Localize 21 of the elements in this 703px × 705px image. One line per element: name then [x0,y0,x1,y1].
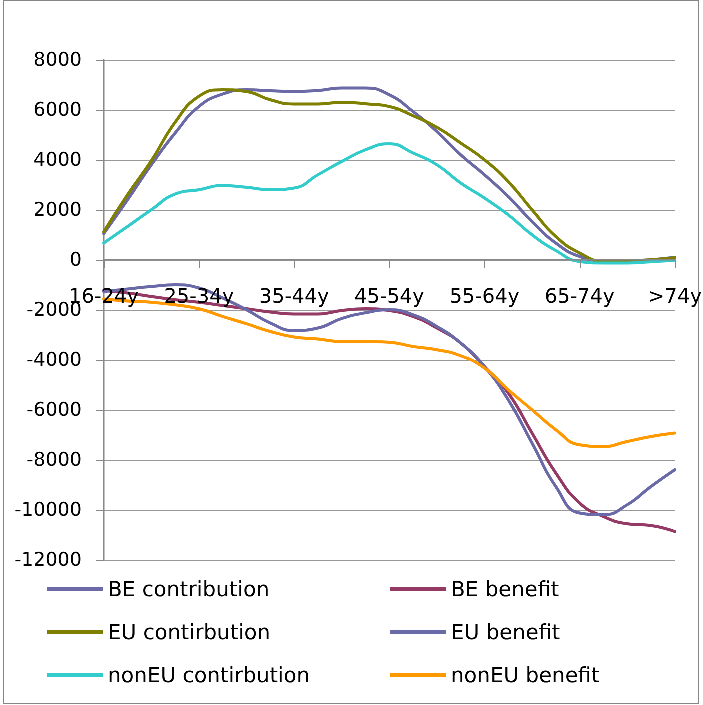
x-tick-label: 55-64y [450,284,520,308]
y-tick-label: 6000 [34,99,82,121]
x-tick-label: 35-44y [259,284,330,308]
x-tick-label: 45-54y [354,284,425,308]
x-tick-label: >74y [648,284,702,308]
y-tick-label: 0 [70,249,82,271]
y-tick-label: -10000 [14,499,82,521]
y-tick-label: 4000 [34,149,82,171]
y-tick-label: -4000 [26,349,82,371]
legend-label: EU benefit [451,620,560,644]
y-tick-label: -12000 [14,549,82,571]
legend-label: nonEU benefit [451,664,600,688]
legend-label: EU contirbution [108,620,271,644]
legend-label: nonEU contirbution [108,664,310,688]
x-tick-label: 65-74y [544,284,615,308]
y-tick-label: 8000 [34,49,82,71]
y-tick-label: -6000 [26,399,82,421]
legend-label: BE contribution [108,578,270,602]
y-tick-label: -8000 [26,449,82,471]
y-tick-label: 2000 [34,199,82,221]
legend-label: BE benefit [451,578,560,602]
